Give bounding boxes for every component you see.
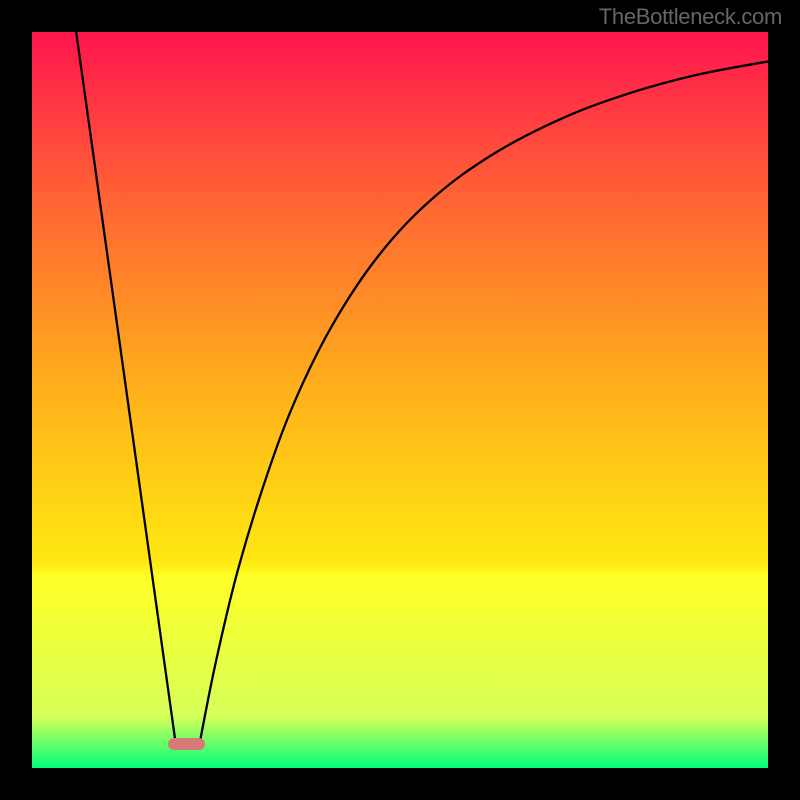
curve-right-segment <box>200 61 768 742</box>
watermark-text: TheBottleneck.com <box>599 4 782 30</box>
curve-left-segment <box>76 32 175 742</box>
optimum-marker <box>168 738 206 750</box>
curve-svg <box>32 32 768 768</box>
plot-frame <box>32 32 768 768</box>
